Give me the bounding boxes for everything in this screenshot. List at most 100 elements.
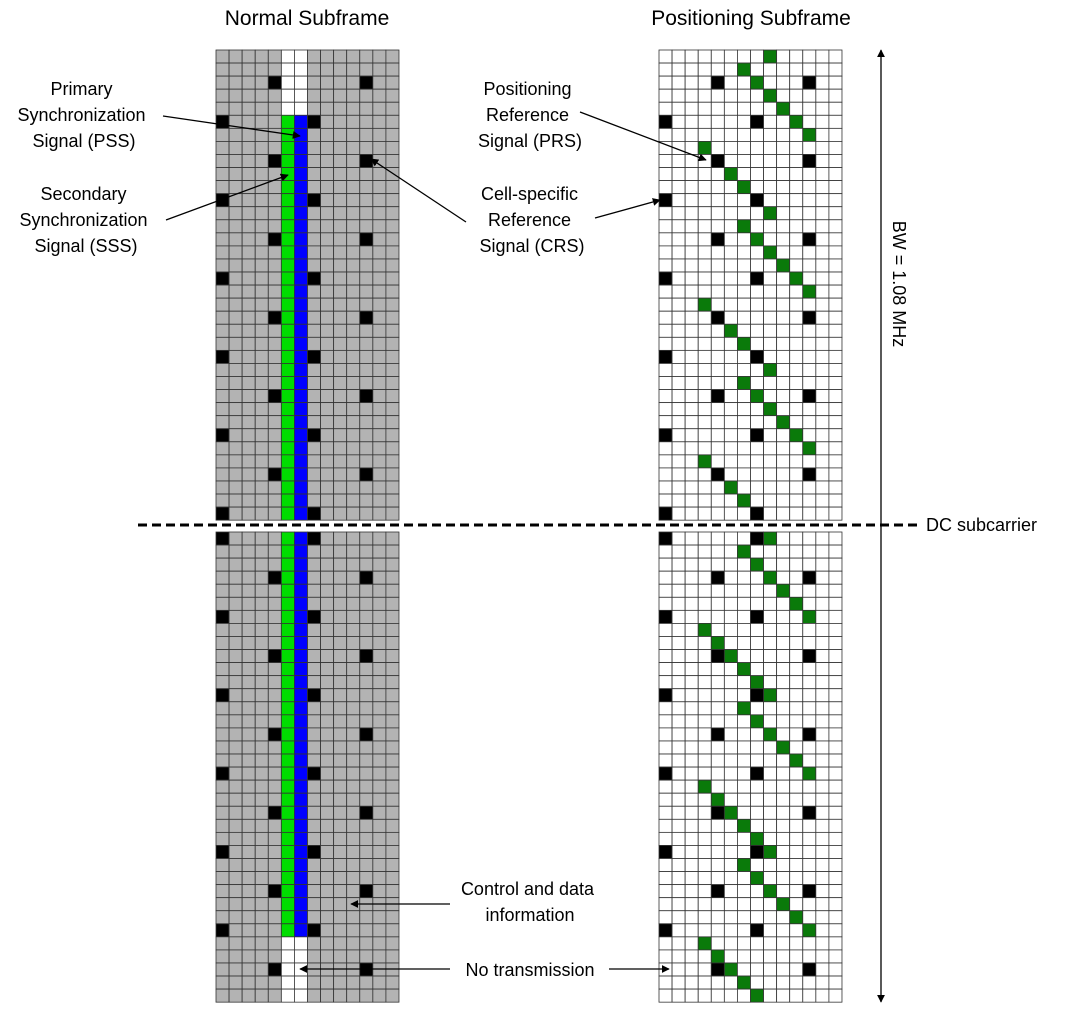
control-data-cell <box>333 583 348 598</box>
control-data-cell <box>372 493 387 508</box>
grid-cell <box>710 258 725 273</box>
control-data-cell <box>359 949 374 964</box>
control-data-cell <box>267 831 282 846</box>
bandwidth-label: BW = 1.08 MHz <box>889 221 909 348</box>
grid-cell <box>789 284 804 299</box>
grid-cell <box>802 988 817 1003</box>
control-data-cell <box>267 62 282 77</box>
grid-cell <box>789 323 804 338</box>
grid-cell <box>684 988 699 1003</box>
control-data-cell <box>254 949 269 964</box>
pss-cell <box>294 310 308 325</box>
prs-cell <box>750 714 764 729</box>
grid-cell <box>815 910 830 925</box>
grid-cell <box>723 688 738 703</box>
control-data-cell <box>241 662 256 677</box>
grid-cell <box>776 402 791 417</box>
grid-cell <box>710 923 725 938</box>
grid-cell <box>763 323 778 338</box>
grid-cell <box>697 544 712 559</box>
prs-cell <box>763 206 778 221</box>
control-data-cell <box>372 675 387 690</box>
grid-cell <box>815 323 830 338</box>
grid-cell <box>763 62 778 77</box>
grid-cell <box>723 753 738 768</box>
control-data-cell <box>215 557 230 572</box>
control-data-cell <box>320 818 335 833</box>
control-data-cell <box>372 727 387 742</box>
grid-cell <box>802 596 817 611</box>
control-data-cell <box>215 962 230 977</box>
sss-cell <box>280 258 295 273</box>
grid-cell <box>763 75 778 90</box>
control-data-cell <box>215 245 230 260</box>
grid-cell <box>658 779 673 794</box>
control-data-cell <box>254 675 269 690</box>
grid-cell <box>802 193 817 208</box>
grid-cell <box>776 818 791 833</box>
grid-cell <box>828 284 843 299</box>
control-data-cell <box>346 988 361 1003</box>
control-data-cell <box>215 297 230 312</box>
sss-arrow <box>165 173 289 221</box>
normal-subframe-upper-grid <box>215 49 400 521</box>
grid-cell <box>658 454 673 469</box>
control-data-cell <box>346 831 361 846</box>
sss-cell <box>280 766 295 781</box>
prs-cell <box>737 662 751 677</box>
control-data-cell <box>215 805 230 820</box>
control-data-cell <box>215 583 230 598</box>
control-data-cell <box>228 284 243 299</box>
control-data-cell <box>228 75 243 90</box>
grid-cell <box>671 62 686 77</box>
grid-cell <box>684 544 699 559</box>
control-data-cell <box>320 766 335 781</box>
no-transmission-cell <box>294 988 308 1003</box>
grid-cell <box>737 727 751 742</box>
control-data-cell <box>307 62 321 77</box>
grid-cell <box>684 714 699 729</box>
control-data-cell <box>372 415 387 430</box>
control-data-cell <box>228 232 243 247</box>
control-data-cell <box>228 310 243 325</box>
grid-cell <box>658 310 673 325</box>
grid-cell <box>828 154 843 168</box>
prs-cell <box>763 402 778 417</box>
control-data-cell <box>320 219 335 234</box>
sss-cell <box>280 114 295 129</box>
grid-cell <box>697 570 712 585</box>
grid-cell <box>763 753 778 768</box>
control-data-cell <box>267 180 282 195</box>
grid-cell <box>828 88 843 103</box>
control-data-cell <box>215 454 230 469</box>
control-data-cell <box>228 570 243 585</box>
control-data-cell <box>359 336 374 351</box>
pss-cell <box>294 245 308 260</box>
control-data-cell <box>241 441 256 456</box>
grid-cell <box>723 506 738 521</box>
grid-cell <box>802 871 817 886</box>
control-data-cell <box>320 544 335 559</box>
control-data-cell <box>267 284 282 299</box>
grid-cell <box>684 114 699 129</box>
crs-cell <box>215 114 230 129</box>
control-data-cell <box>241 454 256 469</box>
grid-cell <box>802 531 817 546</box>
grid-cell <box>750 649 764 663</box>
control-data-cell <box>307 675 321 690</box>
prs-cell <box>750 675 764 690</box>
grid-cell <box>789 310 804 325</box>
grid-cell <box>684 753 699 768</box>
control-data-cell <box>307 402 321 417</box>
control-data-cell <box>359 506 374 521</box>
grid-cell <box>828 441 843 456</box>
grid-cell <box>815 62 830 77</box>
control-data-cell <box>385 779 400 794</box>
grid-cell <box>789 441 804 456</box>
grid-cell <box>697 49 712 64</box>
control-data-cell <box>359 363 374 377</box>
grid-cell <box>828 701 843 716</box>
grid-cell <box>710 714 725 729</box>
prs-cell <box>737 219 751 234</box>
grid-cell <box>776 766 791 781</box>
